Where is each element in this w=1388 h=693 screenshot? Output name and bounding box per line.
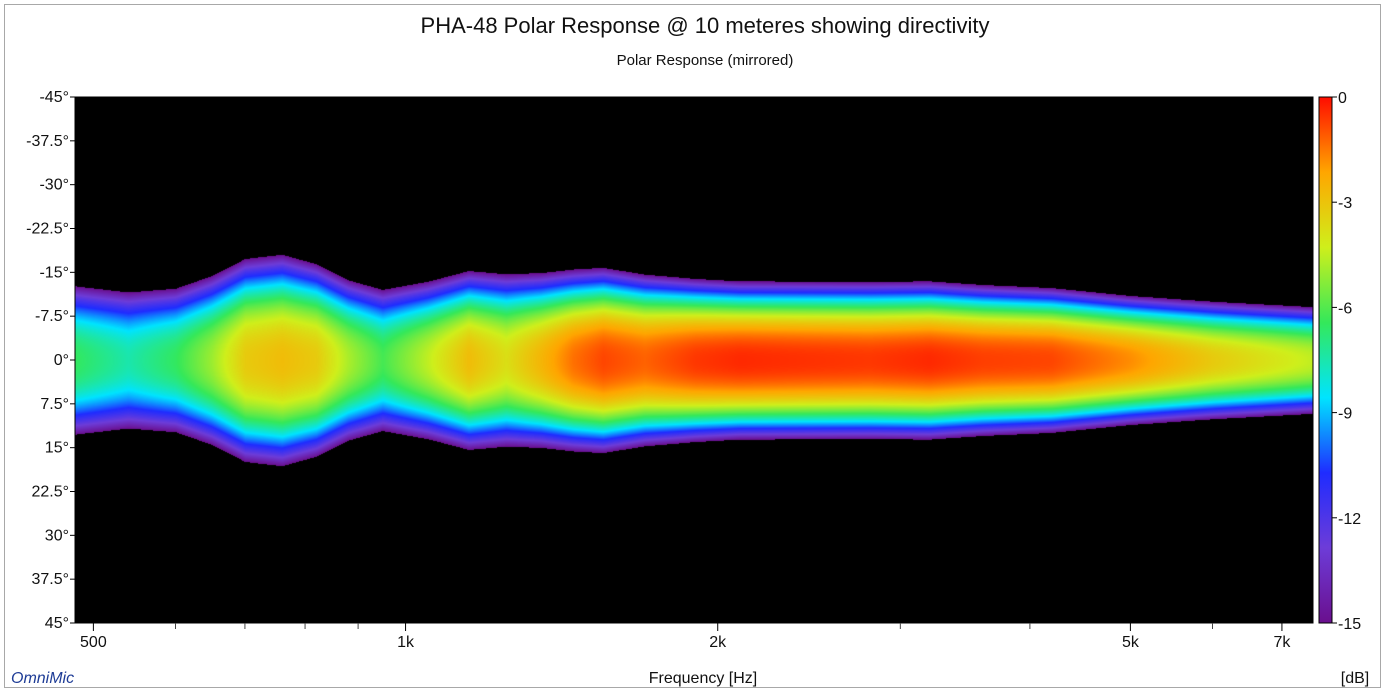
y-tick-label: -37.5° [26,133,69,150]
colorbar-tick-label: 0 [1338,90,1347,107]
y-tick-label: -45° [39,89,69,106]
x-tick-label: 7k [1273,634,1291,651]
colorbar-unit-label: [dB] [1341,670,1369,687]
chart-svg: PHA-48 Polar Response @ 10 meteres showi… [11,13,1369,687]
y-tick-label: 22.5° [31,484,69,501]
y-tick-label: 45° [45,615,69,632]
chart-frame: PHA-48 Polar Response @ 10 meteres showi… [4,4,1381,688]
y-tick-label: 15° [45,440,69,457]
heatmap-canvas [75,97,1313,623]
y-tick-label: -7.5° [35,308,69,325]
x-tick-label: 1k [397,634,415,651]
colorbar-tick-label: -15 [1338,616,1361,633]
y-axis: -45° -37.5° -30° -22.5° -15° -7.5° 0° 7.5° 15° 22… [26,89,75,632]
x-tick-label: 500 [80,634,107,651]
y-tick-label: 30° [45,527,69,544]
y-tick-label: -15° [39,264,69,281]
x-tick-label: 5k [1122,634,1140,651]
colorbar-ticks: 0 -3 -6 -9 -12 -15 [1332,90,1361,633]
x-axis-label: Frequency [Hz] [649,670,757,687]
x-axis: 500 1k 2k 5k 7k [80,623,1291,651]
chart-subtitle: Polar Response (mirrored) [617,52,794,69]
chart-title: PHA-48 Polar Response @ 10 meteres showi… [421,13,990,38]
colorbar-tick-label: -6 [1338,300,1352,317]
y-tick-label: 37.5° [31,571,69,588]
colorbar-tick-label: -9 [1338,406,1352,423]
y-tick-label: 0° [54,352,69,369]
y-tick-label: 7.5° [40,396,69,413]
brand-label: OmniMic [11,670,74,687]
y-tick-label: -22.5° [26,221,69,238]
heatmap-holder [75,97,1313,623]
y-tick-label: -30° [39,177,69,194]
colorbar-tick-label: -3 [1338,195,1352,212]
colorbar [1318,96,1333,624]
colorbar-tick-label: -12 [1338,511,1361,528]
x-tick-label: 2k [709,634,727,651]
